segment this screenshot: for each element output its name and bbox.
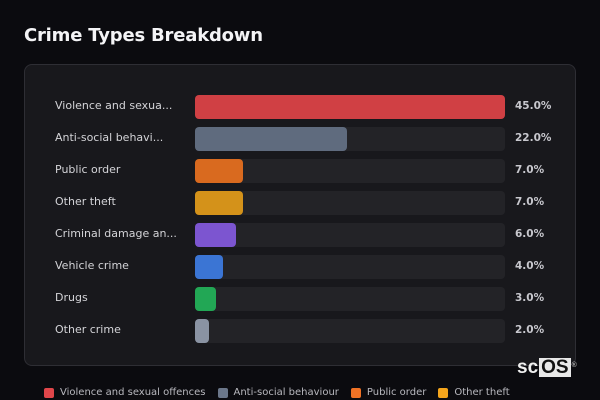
bar-fill[interactable] xyxy=(195,159,243,183)
logo-os: OS xyxy=(539,357,571,378)
legend-label: Public order xyxy=(366,387,427,398)
bar-row[interactable]: Public order 7.0% xyxy=(25,159,575,183)
legend-label: Violence and sexual offences xyxy=(60,387,206,398)
chart-legend: Violence and sexual offences Anti-social … xyxy=(44,387,510,398)
bar-row[interactable]: Other theft 7.0% xyxy=(25,191,575,215)
bar-row[interactable]: Drugs 3.0% xyxy=(25,287,575,311)
logo-sc: sc xyxy=(517,357,539,378)
bar-fill[interactable] xyxy=(195,191,243,215)
bar-track xyxy=(195,319,505,343)
legend-swatch-icon xyxy=(438,387,449,398)
bar-fill[interactable] xyxy=(195,255,223,279)
legend-label: Anti-social behaviour xyxy=(233,387,339,398)
bar-label: Criminal damage an... xyxy=(55,227,177,240)
bar-value: 4.0% xyxy=(515,260,545,272)
bar-fill[interactable] xyxy=(195,287,216,311)
bar-fill[interactable] xyxy=(195,127,347,151)
bar-label: Violence and sexua... xyxy=(55,99,173,112)
chart-card: Violence and sexua... 45.0% Anti-social be… xyxy=(24,64,576,366)
bar-value: 6.0% xyxy=(515,228,545,240)
bar-label: Vehicle crime xyxy=(55,259,129,272)
legend-item[interactable]: Anti-social behaviour xyxy=(217,387,339,398)
legend-swatch-icon xyxy=(350,387,361,398)
bar-row[interactable]: Violence and sexua... 45.0% xyxy=(25,95,575,119)
legend-item[interactable]: Public order xyxy=(350,387,427,398)
bar-fill[interactable] xyxy=(195,319,209,343)
bar-fill[interactable] xyxy=(195,95,505,119)
bar-track xyxy=(195,287,505,311)
bar-label: Anti-social behavi... xyxy=(55,131,164,144)
bar-value: 45.0% xyxy=(515,100,552,112)
registered-mark-icon: ® xyxy=(571,362,577,369)
legend-swatch-icon xyxy=(44,387,54,398)
bar-track xyxy=(195,159,505,183)
bar-row[interactable]: Other crime 2.0% xyxy=(25,319,575,343)
bar-label: Public order xyxy=(55,163,121,176)
bar-value: 3.0% xyxy=(515,292,545,304)
bar-track xyxy=(195,95,505,119)
bar-value: 7.0% xyxy=(515,164,545,176)
legend-item[interactable]: Other theft xyxy=(438,387,510,398)
legend-label: Other theft xyxy=(454,387,510,398)
chart-title: Crime Types Breakdown xyxy=(24,25,263,46)
bar-track xyxy=(195,191,505,215)
bar-label: Drugs xyxy=(55,291,88,304)
bar-track xyxy=(195,127,505,151)
bar-track xyxy=(195,255,505,279)
bar-label: Other crime xyxy=(55,323,121,336)
bar-fill[interactable] xyxy=(195,223,236,247)
legend-swatch-icon xyxy=(217,387,228,398)
bar-row[interactable]: Vehicle crime 4.0% xyxy=(25,255,575,279)
bar-label: Other theft xyxy=(55,195,116,208)
bar-value: 7.0% xyxy=(515,196,545,208)
legend-item[interactable]: Violence and sexual offences xyxy=(44,387,206,398)
scos-logo: sc OS ® xyxy=(517,358,577,377)
bar-row[interactable]: Criminal damage an... 6.0% xyxy=(25,223,575,247)
bar-track xyxy=(195,223,505,247)
bar-row[interactable]: Anti-social behavi... 22.0% xyxy=(25,127,575,151)
bar-value: 2.0% xyxy=(515,324,545,336)
bar-value: 22.0% xyxy=(515,132,552,144)
